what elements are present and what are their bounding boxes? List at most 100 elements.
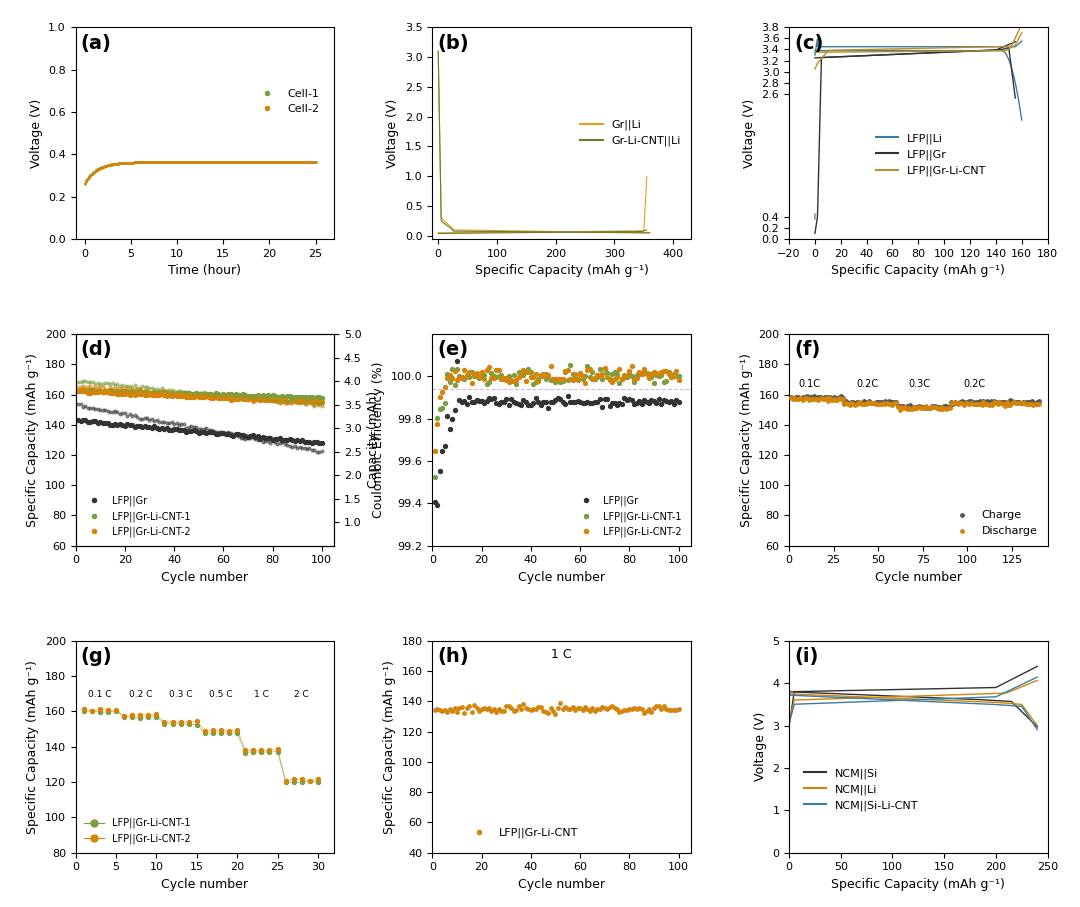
Point (286, 390, 303, 405)
Point (313, 396, 330, 411)
Point (311, 390, 328, 405)
Point (308, 397, 325, 412)
Point (633, 702, 650, 717)
Charge (1016, 396, 1034, 411)
Point (217, 425, 234, 440)
Point (183, 386, 200, 401)
Point (220, 724, 238, 738)
Point (431, 703, 448, 717)
Point (104, 405, 121, 419)
Discharge (937, 402, 955, 416)
Point (581, 369, 598, 384)
Point (116, 708, 133, 723)
Point (253, 745, 270, 759)
Point (656, 365, 673, 379)
Point (648, 367, 665, 382)
Point (616, 702, 633, 717)
Point (577, 368, 594, 383)
Point (245, 745, 262, 759)
Point (175, 385, 192, 399)
Point (190, 389, 207, 404)
Point (296, 395, 313, 409)
Charge (1000, 395, 1017, 409)
Point (613, 397, 631, 412)
Point (113, 418, 131, 433)
Point (180, 717, 198, 731)
Point (131, 419, 148, 434)
Point (213, 726, 230, 740)
Point (222, 428, 240, 443)
Point (550, 373, 567, 387)
Point (264, 393, 281, 407)
Point (303, 390, 321, 405)
X-axis label: Specific Capacity (mAh g⁻¹): Specific Capacity (mAh g⁻¹) (475, 264, 648, 278)
Discharge (919, 401, 936, 415)
Point (291, 396, 308, 411)
Point (72, 414, 90, 428)
Point (532, 367, 550, 382)
Point (559, 373, 577, 387)
Point (261, 745, 279, 759)
Point (306, 395, 323, 409)
Point (638, 366, 656, 380)
Discharge (968, 396, 985, 411)
Point (483, 392, 500, 406)
Point (198, 387, 215, 402)
Point (542, 700, 559, 715)
Discharge (902, 402, 919, 416)
Point (604, 395, 621, 410)
Discharge (842, 395, 860, 410)
Discharge (782, 391, 799, 405)
Point (500, 368, 517, 383)
Charge (809, 390, 826, 405)
Y-axis label: Coulombic Efficiency (%): Coulombic Efficiency (%) (373, 362, 386, 518)
Point (244, 388, 261, 403)
Discharge (861, 396, 878, 411)
Point (84, 385, 102, 399)
Point (510, 365, 527, 379)
Point (288, 433, 306, 447)
Point (483, 366, 500, 381)
Point (207, 389, 225, 404)
Point (670, 369, 687, 384)
Point (180, 385, 198, 400)
X-axis label: Cycle number: Cycle number (518, 878, 605, 891)
Point (581, 395, 598, 410)
Discharge (796, 391, 813, 405)
Point (269, 742, 286, 756)
Point (257, 388, 274, 403)
Text: (i): (i) (794, 648, 819, 667)
Point (94, 385, 111, 400)
Point (438, 408, 456, 423)
Charge (1001, 394, 1018, 408)
Point (552, 696, 569, 710)
Point (237, 392, 254, 406)
Discharge (918, 399, 935, 414)
Discharge (877, 396, 894, 411)
Point (82, 385, 99, 400)
Point (448, 373, 465, 387)
Point (171, 384, 188, 398)
Point (562, 358, 579, 373)
Point (175, 387, 192, 402)
Charge (973, 395, 990, 409)
Charge (822, 390, 839, 405)
Point (254, 392, 271, 406)
Point (492, 371, 510, 385)
Discharge (993, 395, 1010, 410)
Point (658, 394, 675, 408)
Charge (789, 390, 807, 405)
Charge (975, 394, 993, 408)
Point (225, 388, 242, 403)
Point (652, 368, 670, 383)
Point (276, 775, 294, 790)
X-axis label: Cycle number: Cycle number (875, 571, 962, 584)
Point (200, 386, 217, 401)
Point (623, 702, 640, 717)
Point (271, 431, 288, 445)
Point (427, 703, 444, 717)
Charge (957, 395, 974, 410)
Point (113, 378, 131, 393)
Point (294, 395, 311, 410)
X-axis label: Cycle number: Cycle number (518, 571, 605, 584)
